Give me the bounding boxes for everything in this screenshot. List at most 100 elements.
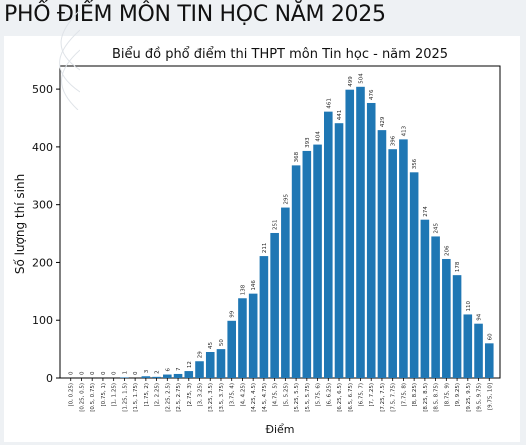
bar (431, 236, 440, 378)
x-tick-label: [6.75, 7) (358, 383, 364, 407)
bar-value-label: 396 (391, 135, 397, 146)
bar (152, 376, 161, 378)
bar (356, 86, 365, 379)
bar (259, 256, 269, 378)
bar-value-label: 251 (273, 219, 279, 230)
x-tick-label: [4.25, 4.5) (251, 383, 257, 412)
bar-value-label: 245 (434, 222, 440, 233)
bar (345, 89, 355, 378)
bar-value-label: 404 (316, 131, 322, 142)
bar (270, 232, 279, 378)
bar-value-label: 368 (294, 151, 300, 162)
bar-value-label: 110 (466, 300, 472, 311)
bar (248, 293, 258, 378)
x-tick-label: [7, 7.25) (369, 383, 375, 407)
bar-value-label: 0 (69, 371, 75, 375)
x-tick-label: [9, 9.25) (455, 383, 461, 407)
x-tick-label: [7.5, 7.75) (391, 383, 397, 412)
x-tick-label: [5.5, 5.75) (305, 383, 311, 412)
bar-value-label: 2 (155, 370, 161, 374)
x-tick-label: [4.75, 5) (273, 383, 279, 407)
bar (163, 374, 172, 378)
x-tick-label: [4.5, 4.75) (262, 383, 268, 412)
bar (399, 139, 408, 378)
bar (388, 149, 397, 378)
x-tick-label: [3, 3.25) (198, 383, 204, 407)
bar-value-label: 7 (176, 367, 182, 371)
decorative-wave-lines (59, 9, 80, 110)
x-tick-label: [8, 8.25) (412, 383, 418, 407)
histogram-chart: Biểu đồ phổ điểm thi THPT môn Tin học - … (13, 47, 501, 436)
x-tick-label: [8.5, 8.75) (434, 383, 440, 412)
x-tick-label: [3.25, 3.5) (208, 383, 214, 412)
x-tick-label: [4, 4.25) (240, 383, 246, 407)
bar-value-label: 3 (144, 369, 150, 373)
bar (463, 314, 473, 378)
bar (313, 144, 322, 378)
bar-value-label: 0 (133, 371, 139, 375)
bar-value-label: 393 (305, 137, 311, 148)
y-tick-label: 400 (32, 141, 53, 154)
bar (195, 361, 204, 378)
bar-value-label: 461 (326, 98, 332, 109)
x-tick-label: [3.75, 4) (230, 383, 236, 407)
bar-value-label: 476 (369, 89, 375, 100)
bar (377, 130, 387, 378)
x-tick-label: [2.75, 3) (187, 383, 193, 407)
bar (452, 275, 462, 378)
x-tick-label: [5.25, 5.5) (294, 383, 300, 412)
x-tick-label: [9.5, 9.75) (477, 383, 483, 412)
bar-value-label: 146 (251, 280, 257, 291)
bar-value-label: 0 (101, 371, 107, 375)
x-tick-label: [0.5, 0.75) (90, 383, 96, 412)
x-tick-label: [7.75, 8) (401, 383, 407, 407)
y-tick-label: 0 (46, 372, 53, 385)
bar-value-label: 429 (380, 116, 386, 127)
bar-value-label: 0 (90, 371, 96, 375)
bar (334, 123, 344, 378)
x-tick-label: [0.25, 0.5) (79, 383, 85, 412)
bar (205, 352, 215, 378)
bar-value-label: 274 (423, 206, 429, 217)
bar-value-label: 29 (198, 351, 204, 358)
plot-frame (59, 65, 501, 379)
bar (120, 377, 129, 378)
bar-value-label: 413 (401, 125, 407, 136)
bar-value-label: 211 (262, 243, 268, 254)
y-tick-label: 300 (32, 199, 53, 212)
bar (474, 323, 483, 378)
y-tick-label: 200 (32, 256, 53, 269)
x-tick-label: [6.25, 6.5) (337, 383, 343, 412)
bar (420, 219, 430, 378)
bar-value-label: 12 (187, 361, 193, 368)
bar-value-label: 206 (444, 245, 450, 256)
y-tick-label: 500 (32, 83, 53, 96)
bar (227, 320, 236, 378)
bar-value-label: 45 (208, 342, 214, 349)
x-axis-label: Điểm (265, 423, 294, 436)
x-tick-label: [1.25, 1.5) (122, 383, 128, 412)
bar-value-label: 138 (240, 284, 246, 295)
bar (324, 111, 333, 379)
bar-value-label: 6 (165, 368, 171, 372)
bar (173, 373, 183, 378)
x-tick-label: [5, 5.25) (283, 383, 289, 407)
bar (366, 102, 376, 378)
x-tick-label: [0.75, 1) (101, 383, 107, 407)
bar-value-label: 1 (122, 371, 128, 375)
x-tick-label: [2.5, 2.75) (176, 383, 182, 412)
x-tick-label: [8.75, 9) (444, 383, 450, 407)
bar-value-label: 295 (283, 194, 289, 205)
x-tick-label: [2.25, 2.5) (165, 383, 171, 412)
x-tick-label: [0, 0.25) (69, 383, 75, 407)
x-tick-label: [2, 2.25) (155, 383, 161, 407)
bar (238, 298, 247, 378)
x-tick-label: [6, 6.25) (326, 383, 332, 407)
x-tick-label: [1.5, 1.75) (133, 383, 139, 412)
bar-value-label: 178 (455, 261, 461, 272)
bar-value-label: 499 (348, 76, 354, 87)
x-tick-label: [8.25, 8.5) (423, 383, 429, 412)
bar-value-label: 504 (358, 73, 364, 84)
bar (442, 258, 451, 378)
bar-value-label: 60 (487, 333, 493, 340)
